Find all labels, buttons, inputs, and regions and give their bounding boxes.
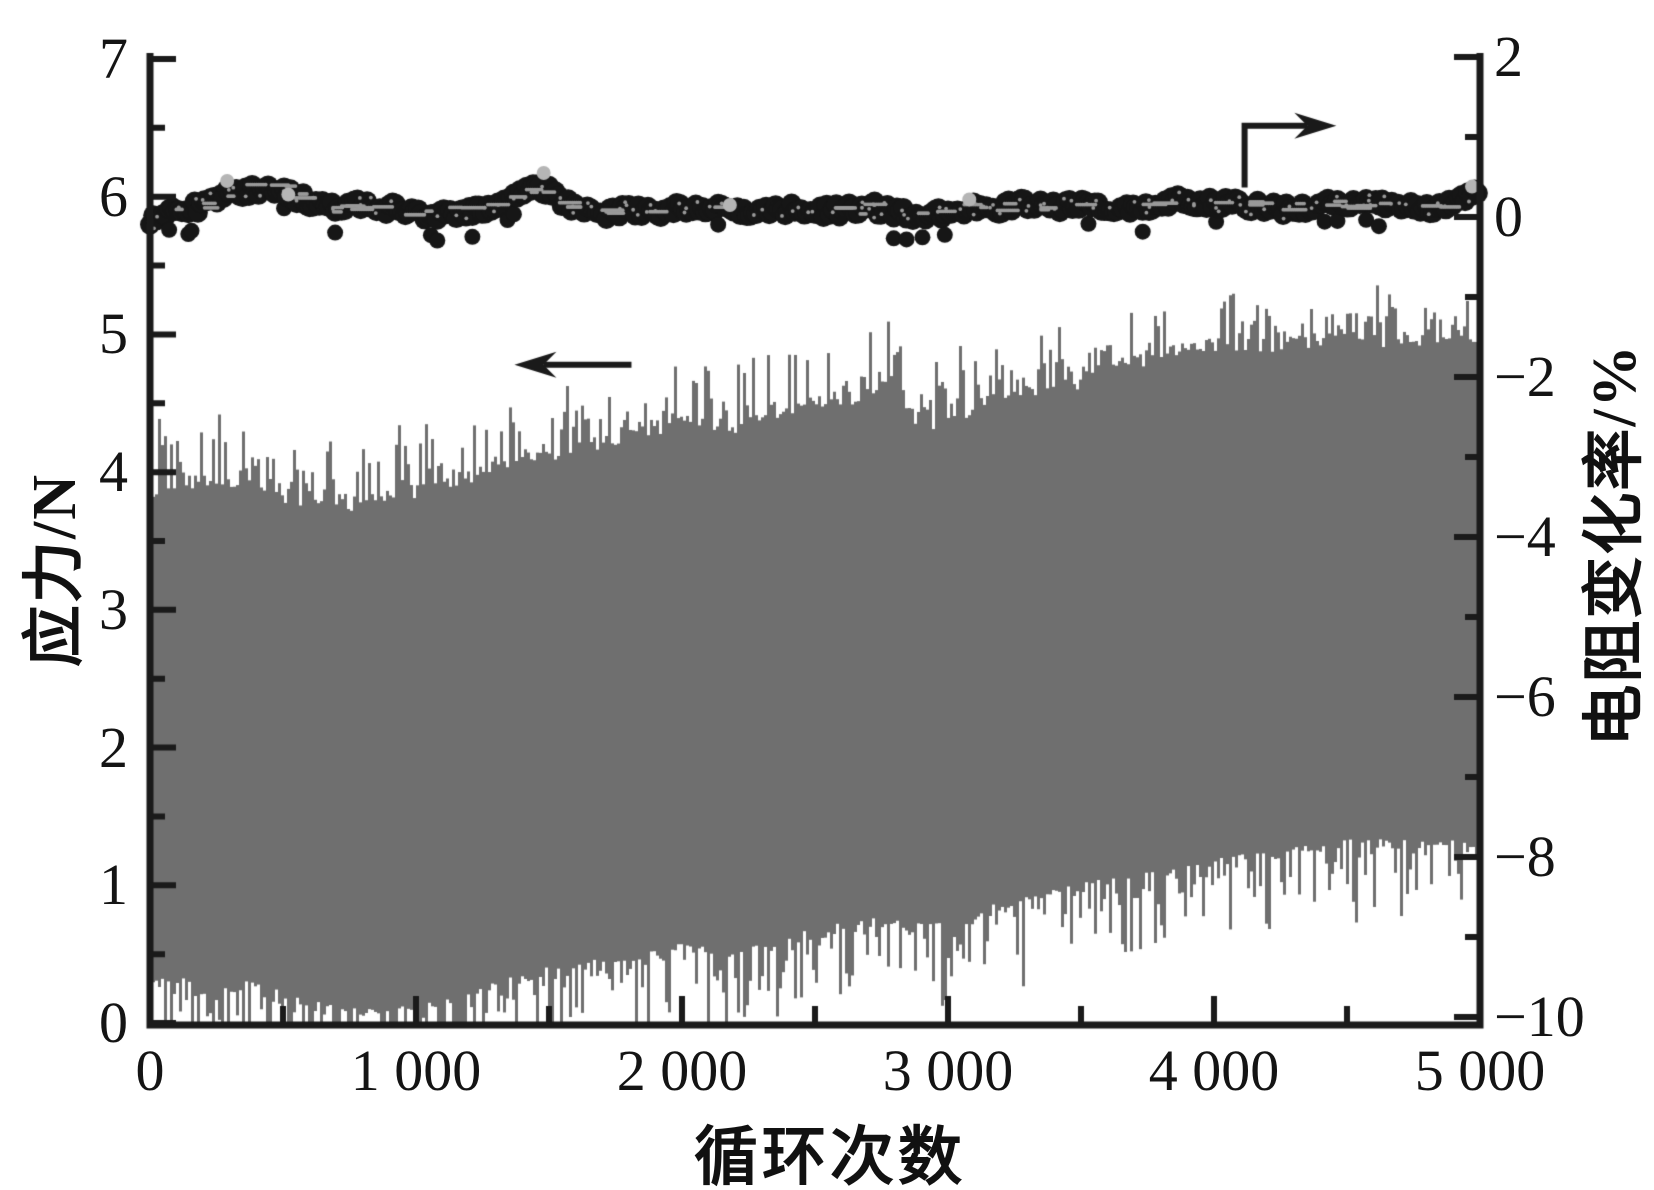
y-right-tick-label: −2 [1494, 344, 1556, 409]
y-right-tick-label: 0 [1494, 184, 1523, 249]
y-right-tick-label: −4 [1494, 504, 1556, 569]
y-right-tick-label: −6 [1494, 664, 1556, 729]
x-axis-title: 循环次数 [694, 1122, 966, 1190]
y-right-tick-label: −10 [1494, 984, 1585, 1049]
x-tick-label: 2 000 [616, 1038, 748, 1103]
y-right-tick-label: 2 [1494, 24, 1523, 89]
x-tick-label: 4 000 [1148, 1038, 1280, 1103]
y-left-tick-label: 5 [99, 301, 128, 367]
x-tick-label: 5 000 [1414, 1038, 1546, 1103]
y-right-axis-title: 电阻变化率/% [1581, 343, 1649, 747]
y-left-tick-label: 3 [99, 576, 128, 642]
y-left-tick-label: 1 [99, 852, 128, 918]
y-left-tick-label: 0 [99, 990, 128, 1055]
x-tick-label: 1 000 [350, 1038, 482, 1103]
y-left-axis-title: 应力/N [21, 472, 89, 668]
y-left-tick-label: 7 [99, 26, 128, 91]
x-tick-label: 3 000 [882, 1038, 1014, 1103]
y-left-tick-label: 4 [99, 439, 128, 505]
y-right-tick-label: −8 [1494, 824, 1556, 889]
x-tick-label: 0 [135, 1038, 165, 1103]
y-left-tick-label: 2 [99, 714, 128, 780]
y-left-tick-label: 6 [99, 163, 128, 229]
